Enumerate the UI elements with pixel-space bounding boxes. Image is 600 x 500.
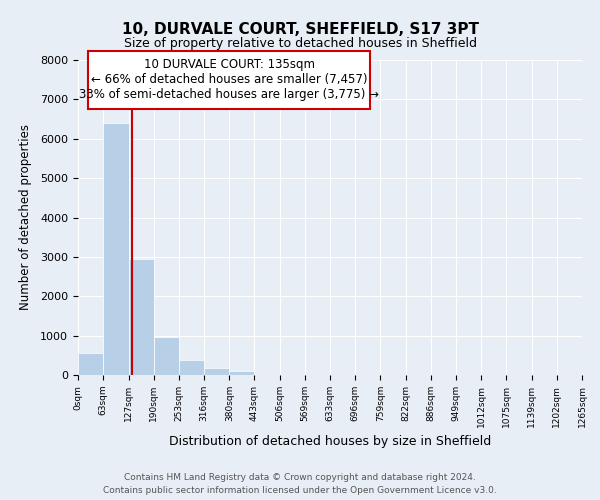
- Y-axis label: Number of detached properties: Number of detached properties: [19, 124, 32, 310]
- Bar: [154, 336, 179, 375]
- Text: 10, DURVALE COURT, SHEFFIELD, S17 3PT: 10, DURVALE COURT, SHEFFIELD, S17 3PT: [121, 22, 479, 38]
- Bar: [78, 354, 103, 375]
- Text: Contains HM Land Registry data © Crown copyright and database right 2024.: Contains HM Land Registry data © Crown c…: [124, 474, 476, 482]
- Bar: [179, 360, 204, 375]
- Text: 10 DURVALE COURT: 135sqm
← 66% of detached houses are smaller (7,457)
33% of sem: 10 DURVALE COURT: 135sqm ← 66% of detach…: [79, 58, 379, 101]
- Text: Contains public sector information licensed under the Open Government Licence v3: Contains public sector information licen…: [103, 486, 497, 495]
- Bar: [128, 259, 154, 375]
- Text: Size of property relative to detached houses in Sheffield: Size of property relative to detached ho…: [124, 38, 476, 51]
- Bar: [229, 371, 254, 375]
- FancyBboxPatch shape: [88, 50, 370, 109]
- X-axis label: Distribution of detached houses by size in Sheffield: Distribution of detached houses by size …: [169, 435, 491, 448]
- Bar: [103, 123, 128, 375]
- Bar: [204, 368, 229, 375]
